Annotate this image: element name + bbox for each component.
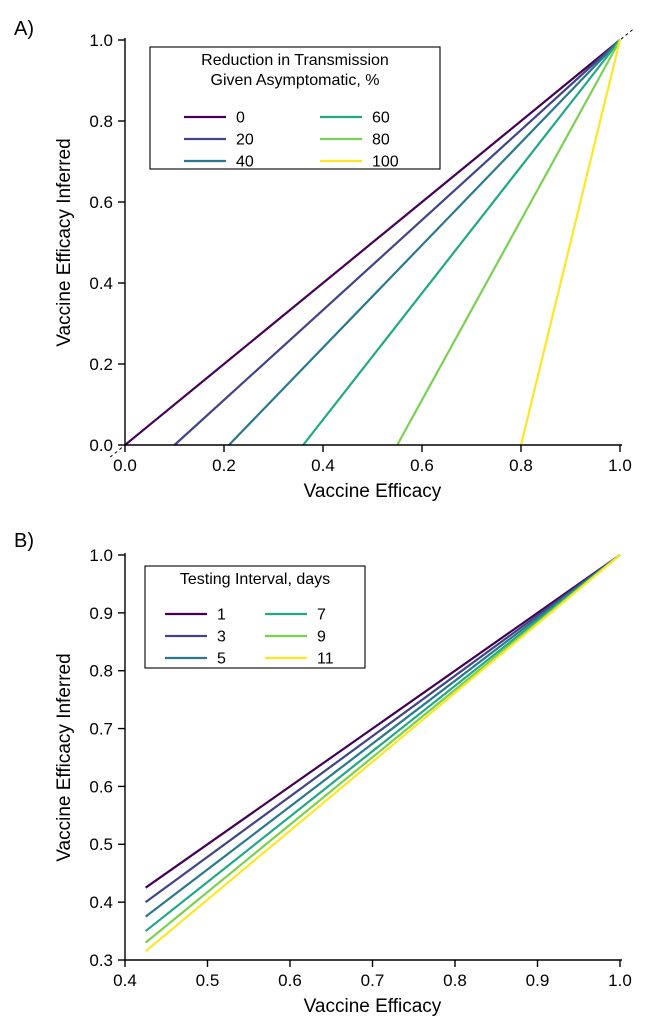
svg-text:0.8: 0.8: [443, 971, 467, 990]
svg-text:0.4: 0.4: [113, 971, 137, 990]
svg-text:0.3: 0.3: [89, 951, 113, 970]
chart-a: 0.0 0.2 0.4 0.6 0.8 1.0 0.0 0.2 0.4 0.6 0.8 1.0 Vacc…: [40, 25, 640, 505]
svg-text:0.4: 0.4: [311, 456, 335, 475]
svg-text:0.8: 0.8: [509, 456, 533, 475]
svg-text:0.5: 0.5: [196, 971, 220, 990]
svg-text:0.6: 0.6: [410, 456, 434, 475]
svg-text:3: 3: [217, 629, 226, 646]
svg-text:Testing Interval, days: Testing Interval, days: [180, 571, 330, 588]
svg-text:0.4: 0.4: [89, 274, 113, 293]
svg-text:7: 7: [317, 607, 326, 624]
svg-text:40: 40: [236, 154, 254, 171]
svg-text:0: 0: [236, 110, 245, 127]
svg-text:0.9: 0.9: [89, 604, 113, 623]
svg-text:0.6: 0.6: [89, 193, 113, 212]
svg-text:5: 5: [217, 651, 226, 668]
svg-text:Vaccine Efficacy: Vaccine Efficacy: [304, 481, 442, 502]
svg-text:9: 9: [317, 629, 326, 646]
svg-text:80: 80: [372, 132, 390, 149]
svg-text:0.6: 0.6: [278, 971, 302, 990]
panel-a-label: A): [14, 18, 34, 41]
svg-text:0.8: 0.8: [89, 662, 113, 681]
svg-text:Reduction in Transmission: Reduction in Transmission: [201, 52, 389, 69]
svg-text:100: 100: [372, 154, 399, 171]
svg-text:0.7: 0.7: [89, 720, 113, 739]
svg-text:0.8: 0.8: [89, 112, 113, 131]
svg-text:0.7: 0.7: [361, 971, 385, 990]
svg-text:60: 60: [372, 110, 390, 127]
svg-text:0.0: 0.0: [113, 456, 137, 475]
chart-b: 0.40.50.60.70.80.91.00.30.40.50.60.70.80…: [40, 540, 640, 1020]
svg-text:Given Asymptomatic, %: Given Asymptomatic, %: [211, 72, 380, 89]
svg-text:1.0: 1.0: [608, 971, 632, 990]
svg-text:0.0: 0.0: [89, 436, 113, 455]
svg-text:0.9: 0.9: [526, 971, 550, 990]
svg-text:1.0: 1.0: [608, 456, 632, 475]
svg-text:0.6: 0.6: [89, 777, 113, 796]
svg-text:Vaccine Efficacy Inferred: Vaccine Efficacy Inferred: [54, 653, 75, 861]
svg-text:11: 11: [317, 651, 334, 668]
svg-text:Vaccine Efficacy Inferred: Vaccine Efficacy Inferred: [54, 138, 75, 346]
svg-text:0.5: 0.5: [89, 835, 113, 854]
svg-text:1.0: 1.0: [89, 546, 113, 565]
svg-text:0.4: 0.4: [89, 893, 113, 912]
svg-text:Vaccine Efficacy: Vaccine Efficacy: [304, 996, 442, 1017]
svg-text:0.2: 0.2: [89, 355, 113, 374]
svg-text:0.2: 0.2: [212, 456, 236, 475]
panel-b-label: B): [14, 530, 34, 553]
svg-text:1.0: 1.0: [89, 31, 113, 50]
figure-container: A) B) 0.0 0.2 0.4 0.6 0.8 1.0 0.0 0.2 0.4 0.6 0.8 1…: [0, 0, 653, 1025]
svg-text:1: 1: [217, 607, 226, 624]
svg-text:20: 20: [236, 132, 254, 149]
